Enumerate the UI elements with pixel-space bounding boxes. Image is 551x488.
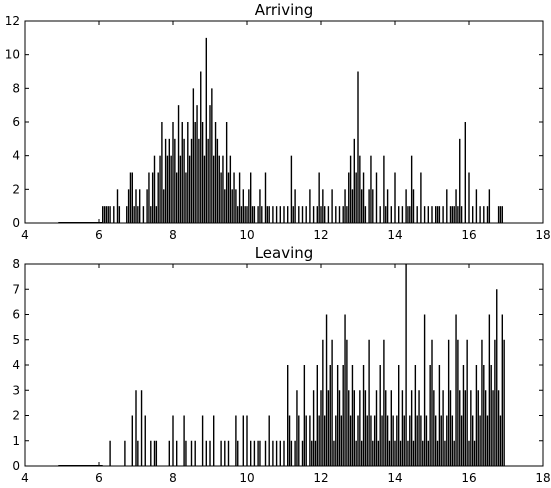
- leaving-ytick-label: 0: [12, 459, 20, 473]
- arriving-xtick-label: 18: [535, 228, 550, 242]
- arriving-ytick-label: 12: [5, 14, 20, 28]
- leaving-ytick-label: 7: [12, 282, 20, 296]
- arriving-xtick-label: 6: [95, 228, 103, 242]
- arriving-ytick-label: 8: [12, 81, 20, 95]
- leaving-xtick-label: 4: [21, 471, 29, 485]
- arriving-ytick-label: 6: [12, 115, 20, 129]
- leaving-xtick-label: 8: [169, 471, 177, 485]
- leaving-xtick-label: 18: [535, 471, 550, 485]
- arriving-ytick-label: 0: [12, 216, 20, 230]
- arriving-xtick-label: 12: [313, 228, 328, 242]
- leaving-xtick-label: 6: [95, 471, 103, 485]
- leaving-xtick-label: 16: [461, 471, 476, 485]
- leaving-ytick-label: 3: [12, 383, 20, 397]
- arriving-ytick-label: 4: [12, 149, 20, 163]
- leaving-ytick-label: 4: [12, 358, 20, 372]
- arriving-title: Arriving: [255, 1, 314, 19]
- leaving-xtick-label: 10: [239, 471, 254, 485]
- arriving-xtick-label: 8: [169, 228, 177, 242]
- leaving-ytick-label: 8: [12, 257, 20, 271]
- leaving-xtick-label: 12: [313, 471, 328, 485]
- arriving-xtick-label: 10: [239, 228, 254, 242]
- leaving-ytick-label: 2: [12, 409, 20, 423]
- leaving-ytick-label: 6: [12, 308, 20, 322]
- arriving-ytick-label: 10: [5, 48, 20, 62]
- leaving-xtick-label: 14: [387, 471, 402, 485]
- leaving-title: Leaving: [255, 244, 314, 262]
- arriving-xtick-label: 16: [461, 228, 476, 242]
- leaving-ytick-label: 1: [12, 434, 20, 448]
- arriving-panel: Arriving 4 6 8 10 12 14 16 18 0 2 4 6 8 10 12: [5, 1, 551, 242]
- arriving-xtick-label: 14: [387, 228, 402, 242]
- leaving-ytick-label: 5: [12, 333, 20, 347]
- arriving-ytick-label: 2: [12, 182, 20, 196]
- arriving-xtick-label: 4: [21, 228, 29, 242]
